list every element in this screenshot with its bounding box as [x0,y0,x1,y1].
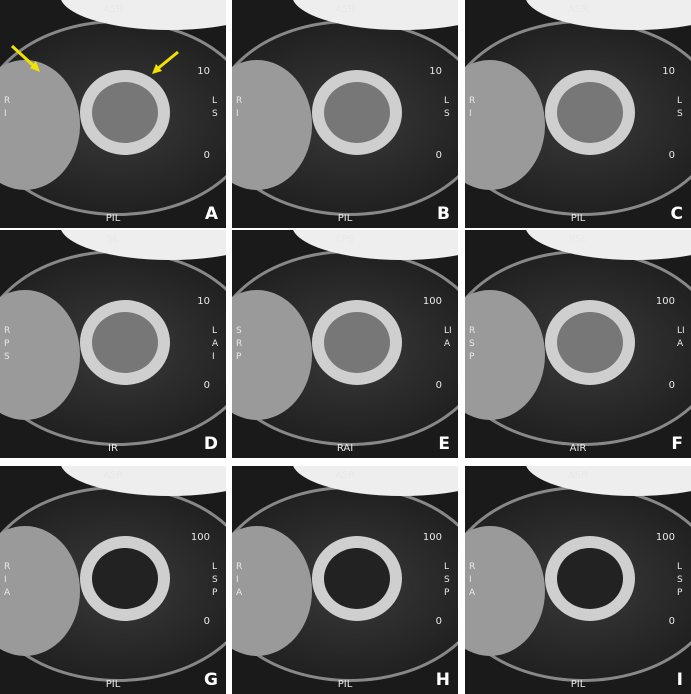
orientation-bottom: AIR [569,443,587,454]
orientation-right: LIA [444,326,452,349]
scale-top: 100 [422,296,442,307]
scale-top: 10 [662,66,675,77]
orientation-left: RSP [469,326,476,362]
orientation-left: RIA [4,562,11,598]
orientation-bottom: PIL [337,213,353,224]
heart-cavity [324,82,390,143]
orientation-bottom: IR [108,443,118,454]
orientation-top: SL [107,234,119,245]
orientation-top: ASR [102,4,124,15]
mri-panel: ASR PIL RIA LSP 100 0 H [232,466,458,694]
scale-top: 10 [197,296,210,307]
mri-panel: LPS RAI SRP LIA 100 0 E [232,230,458,458]
orientation-top: ASR [102,470,124,481]
scale-bottom: 0 [668,150,675,161]
scale-bottom: 0 [203,380,210,391]
orientation-top: ASR [567,4,589,15]
heart-cavity [92,312,158,373]
orientation-right: LS [677,96,683,119]
scale-bottom: 0 [435,616,442,627]
scale-bottom: 0 [203,616,210,627]
orientation-left: RPS [4,326,11,362]
orientation-bottom: RAI [336,443,354,454]
scale-top: 10 [429,66,442,77]
scale-bottom: 0 [668,616,675,627]
orientation-left: RI [236,96,243,119]
orientation-bottom: PIL [337,679,353,690]
mri-panel: ASR PIL RI LS 10 0 C [465,0,691,228]
orientation-left: SRP [236,326,243,362]
heart-cavity [557,82,623,143]
orientation-left: RIA [236,562,243,598]
heart-cavity [324,548,390,609]
orientation-top: PSL [569,234,587,245]
mri-panel: ASR PIL RI LS 10 0 A [0,0,226,228]
orientation-right: LSP [444,562,450,598]
panel-letter: H [435,670,450,690]
orientation-left: RI [4,96,11,119]
scale-bottom: 0 [435,380,442,391]
orientation-top: ASR [334,4,356,15]
scale-top: 10 [197,66,210,77]
scale-bottom: 0 [668,380,675,391]
mri-panel: SL IR RPS LAI 10 0 D [0,230,226,458]
panel-letter: A [204,204,218,224]
orientation-right: LAI [212,326,219,362]
orientation-right: LS [444,96,450,119]
orientation-right: LIA [677,326,685,349]
scale-bottom: 0 [435,150,442,161]
orientation-left: RIA [469,562,476,598]
orientation-right: LSP [212,562,218,598]
panel-letter: D [203,434,218,454]
mri-panel: PSL AIR RSP LIA 100 0 F [465,230,691,458]
orientation-left: RI [469,96,476,119]
panel-letter: G [204,670,218,690]
orientation-top: ASR [567,470,589,481]
mri-panel: ASR PIL RI LS 10 0 B [232,0,458,228]
orientation-top: LPS [336,234,354,245]
heart-cavity [557,548,623,609]
panel-letter: B [437,204,450,224]
panel-letter: E [438,434,450,454]
orientation-bottom: PIL [570,679,586,690]
heart-cavity [557,312,623,373]
scale-bottom: 0 [203,150,210,161]
panel-letter: F [671,434,683,454]
scale-top: 100 [422,532,442,543]
heart-cavity [324,312,390,373]
orientation-top: ASR [334,470,356,481]
mri-panel: ASR PIL RIA LSP 100 0 G [0,466,226,694]
orientation-bottom: PIL [570,213,586,224]
orientation-bottom: PIL [105,679,121,690]
heart-cavity [92,82,158,143]
panel-letter: I [676,670,683,690]
mri-panel: ASR PIL RIA LSP 100 0 I [465,466,691,694]
scale-top: 100 [655,532,675,543]
scale-top: 100 [190,532,210,543]
scale-top: 100 [655,296,675,307]
orientation-bottom: PIL [105,213,121,224]
panel-letter: C [670,204,683,224]
heart-cavity [92,548,158,609]
orientation-right: LS [212,96,218,119]
orientation-right: LSP [677,562,683,598]
